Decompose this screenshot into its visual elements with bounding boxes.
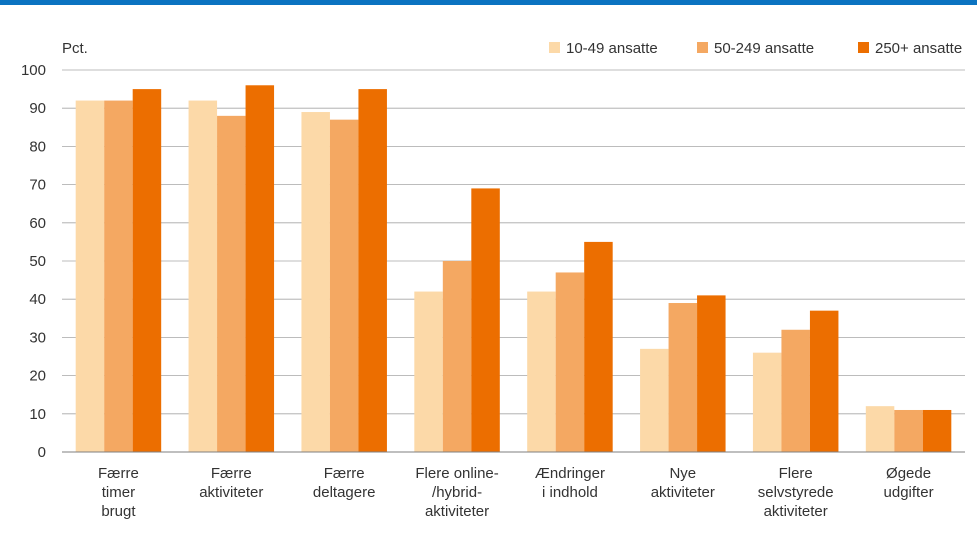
y-tick-label: 40 [29,291,46,308]
bar [414,291,443,452]
bar [752,352,782,452]
y-tick-label: 60 [29,215,46,232]
y-tick-label: 80 [29,138,46,155]
x-category-label: Nye [669,465,696,482]
top-rule [0,0,977,5]
x-category-label: Flere [779,465,813,482]
bar [471,188,500,453]
legend-swatch [549,42,560,53]
bar [697,295,726,452]
bar [188,100,218,452]
axes: 0 10 20 30 40 50 60 70 80 90 100 Færre timer brugt Fær… [21,62,965,520]
bar [442,261,472,452]
x-category-label: Øgede [886,465,931,482]
bar [781,329,810,452]
x-category-label: /hybrid- [432,484,482,501]
legend-swatch [858,42,869,53]
legend-label: 10-49 ansatte [566,40,658,57]
y-tick-label: 90 [29,100,46,117]
bar [104,100,133,452]
bar [894,409,923,452]
x-category-label: udgifter [884,484,934,501]
bar [555,272,585,452]
x-category-label: deltagere [313,484,376,501]
bar [75,100,105,452]
x-category-label: Ændringer [535,465,605,482]
y-tick-label: 20 [29,368,46,385]
x-category-label: brugt [101,503,136,520]
y-tick-label: 50 [29,253,46,270]
y-tick-label: 100 [21,62,46,79]
legend-label: 50-249 ansatte [714,40,814,57]
x-category-label: Flere online- [415,465,498,482]
bar [668,303,698,452]
x-category-label: aktiviteter [425,503,489,520]
y-tick-label: 10 [29,406,46,423]
bar [527,291,556,452]
y-tick-label: 30 [29,329,46,346]
x-category-label: aktiviteter [199,484,263,501]
bar [809,310,839,452]
legend-swatch [697,42,708,53]
y-tick-label: 0 [38,444,46,461]
bar [132,89,162,452]
x-category-label: aktiviteter [651,484,715,501]
legend: 10-49 ansatte 50-249 ansatte 250+ ansatte [549,40,962,57]
bar [865,406,895,452]
x-category-label: Færre [98,465,139,482]
bar [217,115,246,452]
legend-label: 250+ ansatte [875,40,962,57]
bar [245,85,275,452]
x-category-label: Færre [324,465,365,482]
x-category-label: i indhold [542,484,598,501]
y-tick-label: 70 [29,177,46,194]
bar [922,409,952,452]
x-category-label: selvstyrede [758,484,834,501]
bar [301,112,330,453]
bars [75,85,952,453]
x-category-label: Færre [211,465,252,482]
bar [358,89,387,452]
x-category-label: timer [102,484,135,501]
bar [584,241,613,452]
bar [640,348,669,452]
y-axis-unit-label: Pct. [62,40,88,57]
bar [329,119,359,452]
x-category-label: aktiviteter [764,503,828,520]
